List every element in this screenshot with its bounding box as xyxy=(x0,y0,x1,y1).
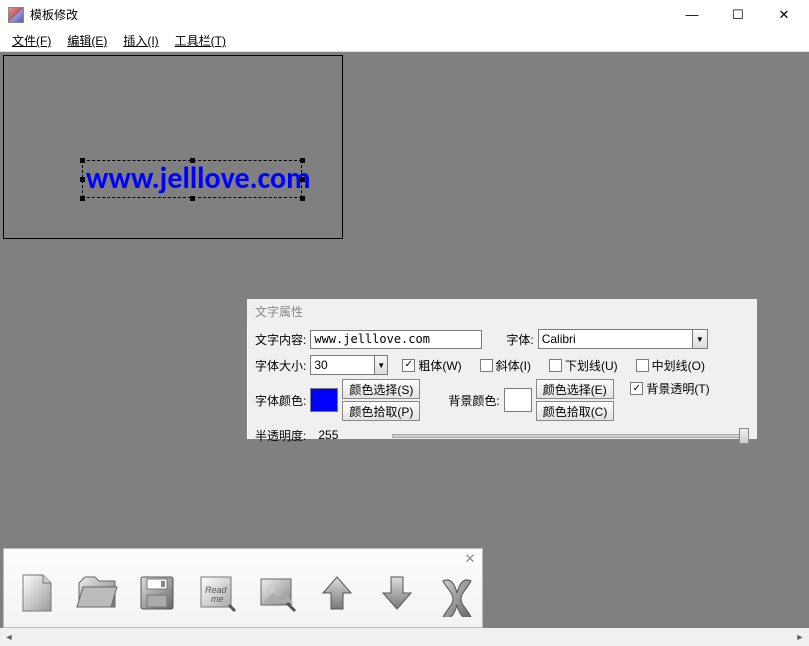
menu-toolbar[interactable]: 工具栏(T) xyxy=(167,30,234,51)
checkbox-box[interactable] xyxy=(549,359,562,372)
bold-label: 粗体(W) xyxy=(418,357,461,374)
selection-handle-mr[interactable] xyxy=(300,177,305,182)
strikeout-checkbox[interactable]: 中划线(O) xyxy=(636,357,705,374)
document-rect[interactable]: www.jelllove.com xyxy=(3,55,343,239)
scroll-right-button[interactable]: ► xyxy=(791,628,809,646)
text-properties-panel: 文字属性 文字内容: 字体: ▼ 字体大小: ▼ xyxy=(246,298,758,440)
open-folder-icon[interactable] xyxy=(68,564,126,622)
italic-checkbox[interactable]: 斜体(I) xyxy=(480,357,531,374)
titlebar: 模板修改 — ☐ ✕ xyxy=(0,0,809,30)
selection-handle-br[interactable] xyxy=(300,196,305,201)
bg-color-pick-button[interactable]: 颜色拾取(C) xyxy=(536,401,615,421)
label-font: 字体: xyxy=(506,331,533,348)
content-input[interactable] xyxy=(310,330,482,349)
readme-icon[interactable]: Readme xyxy=(188,564,246,622)
window-title: 模板修改 xyxy=(30,6,78,23)
italic-label: 斜体(I) xyxy=(496,357,531,374)
maximize-button[interactable]: ☐ xyxy=(715,0,761,30)
down-arrow-icon[interactable] xyxy=(368,564,426,622)
menu-insert[interactable]: 插入(I) xyxy=(115,30,166,51)
selection-handle-tl[interactable] xyxy=(80,158,85,163)
selection-handle-ml[interactable] xyxy=(80,177,85,182)
svg-text:me: me xyxy=(211,594,224,604)
checkbox-box[interactable] xyxy=(480,359,493,372)
opacity-value: 255 xyxy=(318,428,338,442)
toolbar-close-icon[interactable]: ✕ xyxy=(462,551,478,567)
font-combo-input[interactable] xyxy=(539,331,692,347)
bg-color-swatch[interactable] xyxy=(504,388,532,412)
scroll-left-button[interactable]: ◄ xyxy=(0,628,18,646)
bottom-toolbar: ✕ Readme xyxy=(3,548,483,628)
label-content: 文字内容: xyxy=(255,331,306,348)
up-arrow-icon[interactable] xyxy=(308,564,366,622)
chevron-down-icon[interactable]: ▼ xyxy=(692,330,707,348)
new-doc-icon[interactable] xyxy=(8,564,66,622)
strikeout-label: 中划线(O) xyxy=(652,357,705,374)
underline-label: 下划线(U) xyxy=(565,357,618,374)
bg-transparent-checkbox[interactable]: 背景透明(T) xyxy=(630,380,709,397)
checkbox-box[interactable] xyxy=(630,382,643,395)
minimize-button[interactable]: — xyxy=(669,0,715,30)
label-font-color: 字体颜色: xyxy=(255,392,306,409)
selection-border xyxy=(82,160,302,198)
font-color-swatch[interactable] xyxy=(310,388,338,412)
checkbox-box[interactable] xyxy=(636,359,649,372)
delete-x-icon[interactable] xyxy=(428,564,486,622)
bg-color-select-button[interactable]: 颜色选择(E) xyxy=(536,379,615,399)
menu-edit[interactable]: 编辑(E) xyxy=(59,30,115,51)
font-size-combo[interactable]: ▼ xyxy=(310,355,388,375)
selection-handle-bl[interactable] xyxy=(80,196,85,201)
font-color-select-button[interactable]: 颜色选择(S) xyxy=(342,379,420,399)
font-combo[interactable]: ▼ xyxy=(538,329,708,349)
menubar: 文件(F) 编辑(E) 插入(I) 工具栏(T) xyxy=(0,30,809,52)
canvas-area[interactable]: www.jelllove.com 文字属性 文字内容: 字体: ▼ xyxy=(0,52,809,628)
font-color-pick-button[interactable]: 颜色拾取(P) xyxy=(342,401,420,421)
label-bg-color: 背景颜色: xyxy=(448,392,499,409)
chevron-down-icon[interactable]: ▼ xyxy=(374,356,387,374)
horizontal-scrollbar[interactable]: ◄ ► xyxy=(0,628,809,646)
close-button[interactable]: ✕ xyxy=(761,0,807,30)
menu-file[interactable]: 文件(F) xyxy=(4,30,59,51)
slider-thumb[interactable] xyxy=(739,428,749,444)
label-font-size: 字体大小: xyxy=(255,357,306,374)
opacity-slider[interactable] xyxy=(392,426,749,444)
panel-title: 文字属性 xyxy=(247,299,757,322)
selection-handle-tr[interactable] xyxy=(300,158,305,163)
underline-checkbox[interactable]: 下划线(U) xyxy=(549,357,618,374)
bold-checkbox[interactable]: 粗体(W) xyxy=(402,357,461,374)
bg-transparent-label: 背景透明(T) xyxy=(646,380,709,397)
scroll-track[interactable] xyxy=(18,628,791,646)
image-edit-icon[interactable] xyxy=(248,564,306,622)
selection-handle-tm[interactable] xyxy=(190,158,195,163)
save-icon[interactable] xyxy=(128,564,186,622)
checkbox-box[interactable] xyxy=(402,359,415,372)
app-icon xyxy=(8,7,24,23)
label-opacity: 半透明度: xyxy=(255,427,306,444)
font-size-input[interactable] xyxy=(311,357,374,373)
selection-handle-bm[interactable] xyxy=(190,196,195,201)
